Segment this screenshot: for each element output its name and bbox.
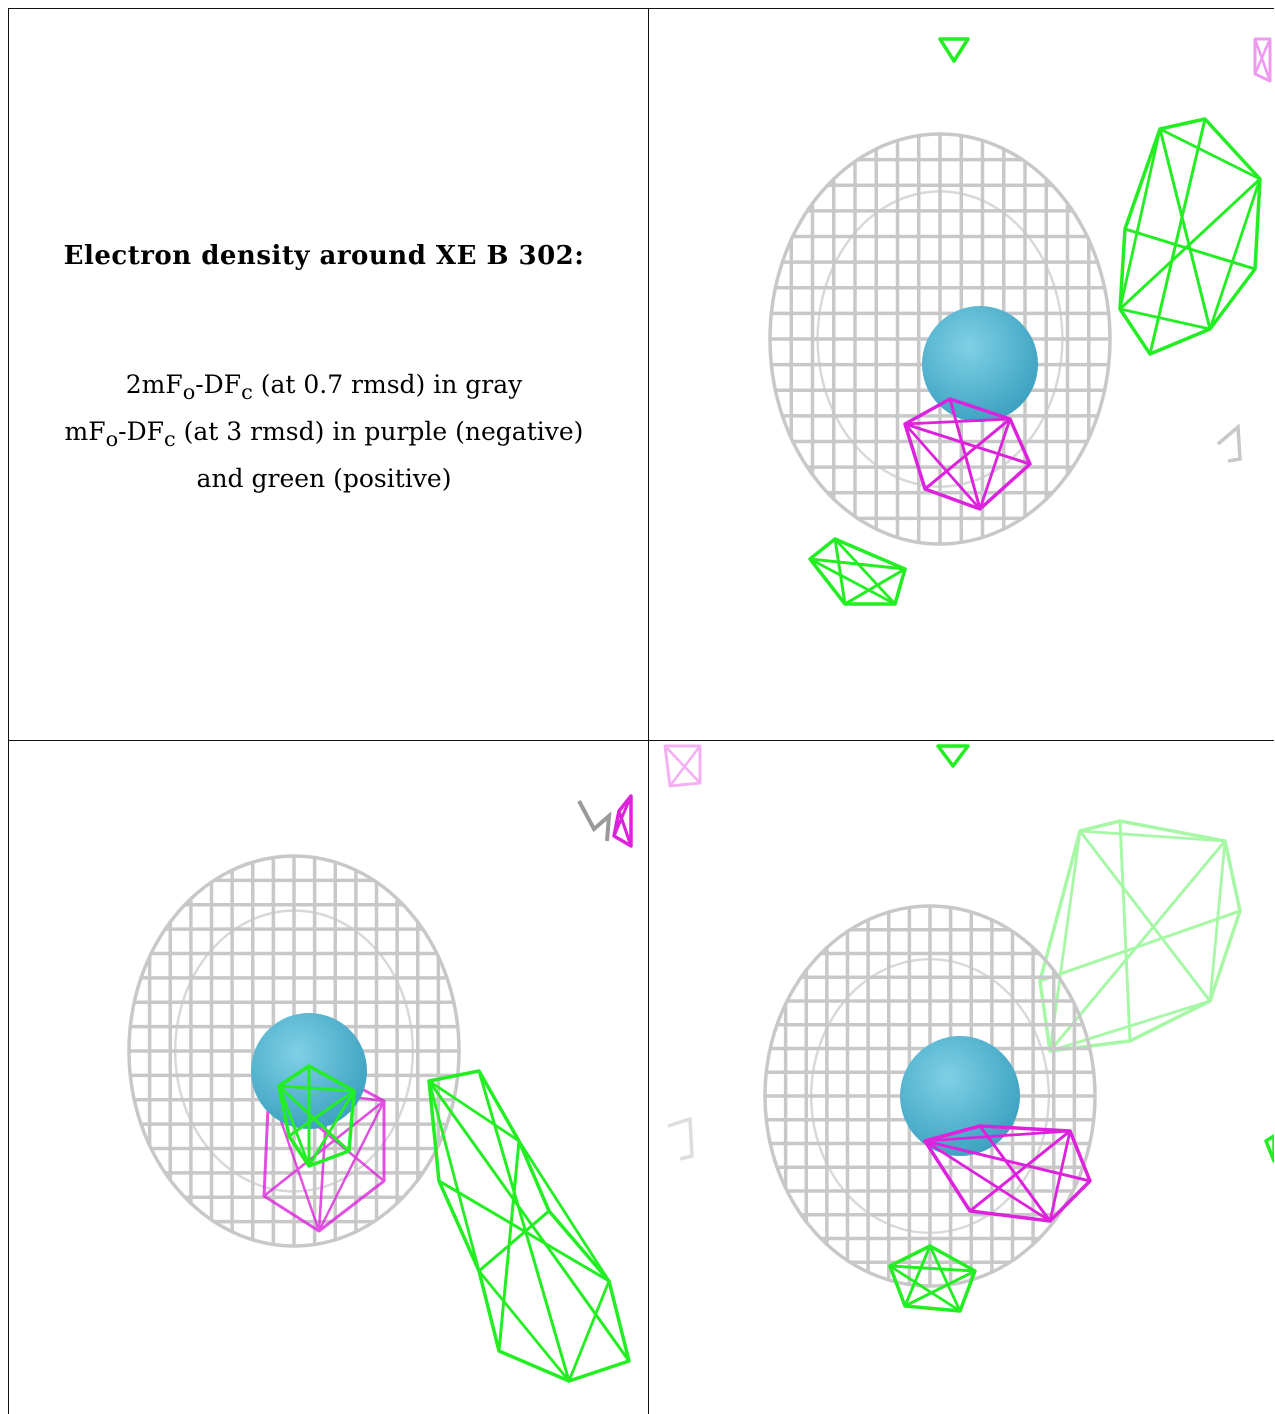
green-blob-lower — [808, 537, 907, 606]
table-center-rule — [648, 8, 649, 1414]
caption-line-2: mFo-DFc (at 3 rmsd) in purple (negative) — [64, 417, 584, 451]
density-render-3 — [663, 744, 1274, 1313]
purple-fragment — [612, 794, 633, 848]
figure-table — [8, 8, 1274, 1414]
gray-fragment — [667, 1116, 694, 1161]
caption-line-1: 2mFo-DFc (at 0.7 rmsd) in gray — [125, 370, 523, 404]
purple-fragment — [1253, 37, 1272, 83]
table-top-rule — [8, 8, 1274, 9]
gray-fragment — [577, 800, 612, 842]
purple-blob — [903, 397, 1032, 511]
green-fragment-edge — [1264, 1134, 1274, 1163]
density-view-bottom-right — [650, 741, 1274, 1414]
density-view-top-right — [650, 9, 1274, 740]
table-left-rule — [8, 8, 9, 1414]
caption-line-3: and green (positive) — [196, 464, 452, 493]
purple-blob — [923, 1124, 1092, 1223]
green-blob-right — [427, 1069, 631, 1383]
purple-fragment — [663, 744, 702, 788]
density-render-2 — [127, 794, 633, 1383]
xenon-atom — [922, 306, 1038, 422]
density-view-bottom-left — [9, 741, 639, 1414]
caption-body: 2mFo-DFc (at 0.7 rmsd) in gray mFo-DFc (… — [9, 365, 639, 498]
green-blob-faded — [1038, 819, 1242, 1053]
green-small-top — [936, 744, 970, 768]
table-middle-rule — [8, 740, 1274, 741]
green-blob-top-right — [1118, 117, 1262, 356]
density-render-1 — [768, 37, 1272, 606]
green-blob-lower — [888, 1244, 977, 1313]
caption-cell: Electron density around XE B 302: 2mFo-D… — [9, 9, 639, 740]
gray-fragment — [1216, 423, 1242, 463]
caption-title: Electron density around XE B 302: — [63, 241, 585, 271]
green-small-top — [938, 37, 970, 63]
green-blob-center — [277, 1064, 356, 1168]
